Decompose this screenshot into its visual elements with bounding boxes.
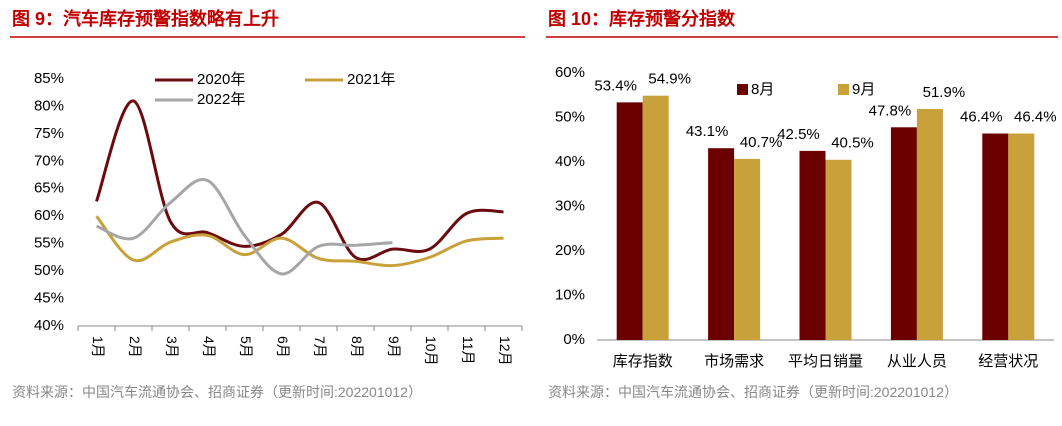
legend-swatch	[737, 84, 748, 95]
y-tick-label: 10%	[555, 286, 585, 303]
y-tick-label: 75%	[34, 125, 64, 142]
y-tick-label: 20%	[555, 242, 585, 259]
x-tick-label: 1月	[90, 336, 106, 358]
legend-label: 2020年	[197, 71, 245, 88]
value-label: 53.4%	[594, 77, 637, 94]
value-label: 42.5%	[777, 126, 820, 143]
value-label: 43.1%	[686, 123, 729, 140]
x-tick-label: 从业人员	[887, 353, 947, 370]
y-tick-label: 80%	[34, 97, 64, 114]
y-tick-label: 45%	[34, 290, 64, 307]
x-tick-label: 库存指数	[613, 353, 673, 370]
bar	[734, 158, 761, 340]
series-line	[95, 178, 393, 276]
x-tick-label: 7月	[312, 336, 328, 358]
x-tick-label: 6月	[275, 336, 291, 358]
y-tick-label: 50%	[555, 108, 585, 125]
y-tick-label: 60%	[34, 207, 64, 224]
bar	[825, 159, 852, 340]
x-tick-label: 10月	[423, 336, 439, 366]
bar	[890, 127, 917, 340]
chart-title: 图 10：库存预警分指数	[548, 8, 736, 29]
y-tick-label: 0%	[563, 331, 585, 348]
x-tick-label: 经营状况	[978, 353, 1038, 370]
value-label: 40.5%	[831, 135, 874, 152]
y-tick-label: 40%	[555, 153, 585, 170]
legend-label: 2021年	[347, 71, 395, 88]
bar	[799, 150, 826, 340]
y-tick-label: 60%	[555, 64, 585, 81]
y-tick-label: 65%	[34, 180, 64, 197]
value-label: 46.4%	[1014, 108, 1057, 125]
y-tick-label: 55%	[34, 235, 64, 252]
source: 资料来源：中国汽车流通协会、招商证券（更新时间:202201012）	[12, 384, 422, 400]
bar	[1008, 133, 1035, 340]
series-line	[95, 215, 504, 268]
bar	[642, 95, 669, 340]
x-tick-label: 2月	[127, 336, 143, 358]
bar	[708, 148, 735, 340]
y-tick-label: 30%	[555, 197, 585, 214]
chart-title: 图 9：汽车库存预警指数略有上升	[12, 8, 279, 29]
y-tick-label: 85%	[34, 70, 64, 87]
value-label: 54.9%	[648, 71, 691, 88]
value-label: 40.7%	[740, 134, 783, 151]
x-tick-label: 8月	[349, 336, 365, 358]
x-tick-label: 5月	[238, 336, 254, 358]
y-tick-label: 70%	[34, 152, 64, 169]
x-tick-label: 市场需求	[704, 353, 764, 370]
legend-swatch	[838, 84, 849, 95]
value-label: 47.8%	[869, 102, 912, 119]
source: 资料来源：中国汽车流通协会、招商证券（更新时间:202201012）	[548, 384, 958, 400]
y-tick-label: 50%	[34, 262, 64, 279]
x-tick-label: 3月	[164, 336, 180, 358]
x-tick-label: 平均日销量	[788, 353, 863, 370]
bar	[916, 109, 943, 340]
x-tick-label: 4月	[201, 336, 217, 358]
value-label: 51.9%	[923, 84, 966, 101]
value-label: 46.4%	[960, 108, 1003, 125]
bar	[616, 102, 643, 341]
legend-label: 8月	[751, 81, 774, 98]
x-tick-label: 9月	[386, 336, 402, 358]
series-line	[95, 99, 504, 262]
legend-label: 9月	[852, 81, 875, 98]
y-tick-label: 40%	[34, 317, 64, 334]
x-tick-label: 12月	[497, 336, 513, 366]
bar	[982, 133, 1009, 340]
legend-label: 2022年	[197, 91, 245, 108]
x-tick-label: 11月	[460, 336, 476, 365]
